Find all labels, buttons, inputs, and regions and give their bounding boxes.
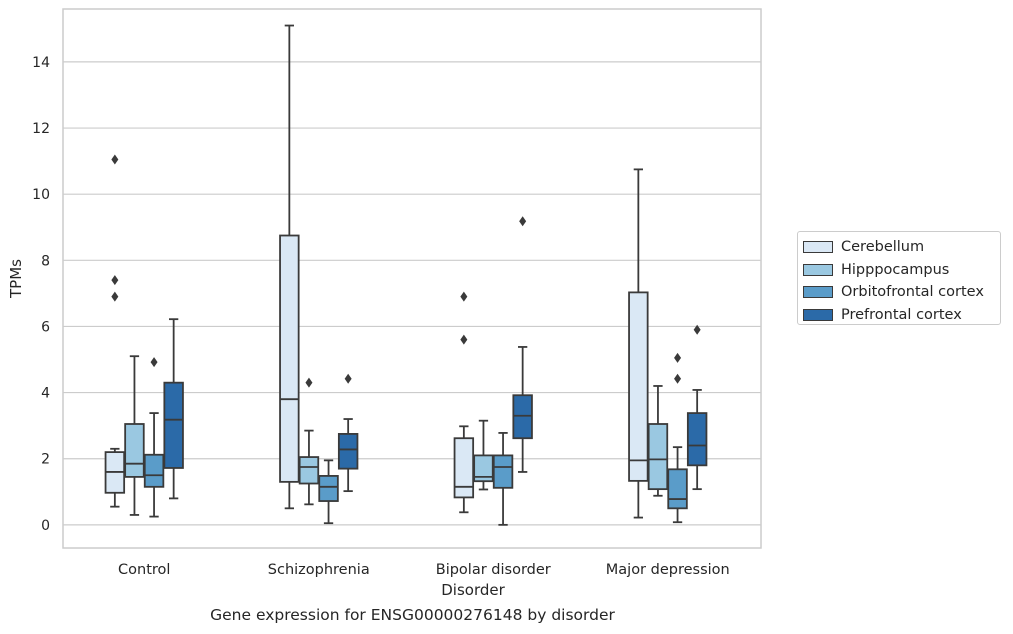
box-orbitofrontal-cortex [143,357,165,518]
y-tick-label: 14 [32,55,50,71]
box-hipppocampus [473,419,494,491]
box-cerebellum [279,24,300,510]
outlier-marker [111,275,119,286]
x-tick-label: Control [118,562,170,578]
y-axis-label: TPMs [7,259,25,299]
box-hipppocampus [647,385,669,497]
box-body [628,291,649,482]
legend-label: Hipppocampus [841,261,950,278]
chart-caption: Gene expression for ENSG00000276148 by d… [210,606,615,624]
legend-swatch [803,286,833,299]
box-body [512,394,533,440]
box-hipppocampus [124,355,145,516]
outlier-marker [674,352,682,363]
outlier-marker [460,291,468,302]
x-axis-label: Disorder [441,581,505,599]
y-tick-label: 2 [41,452,50,468]
legend-label: Orbitofrontal cortex [841,284,984,301]
box-body [453,437,475,499]
y-tick-label: 10 [32,187,50,203]
box-prefrontal-cortex [686,324,708,491]
x-tick-label: Major depression [606,562,730,578]
outlier-marker [111,154,119,165]
box-body [337,433,359,470]
legend-item-hippocampus: Hipppocampus [803,259,1000,282]
legend-item-cerebellum: Cerebellum [803,236,1000,259]
box-layer [104,24,708,526]
outlier-marker [519,216,527,227]
box-prefrontal-cortex [512,216,533,473]
x-tick-label: Bipolar disorder [436,562,551,578]
outlier-marker [111,291,119,302]
legend-label: Cerebellum [841,239,925,256]
legend: Cerebellum Hipppocampus Orbitofrontal co… [797,231,1001,325]
outlier-marker [460,334,468,345]
box-orbitofrontal-cortex [667,352,688,524]
box-body [492,454,514,489]
box-hipppocampus [298,377,320,506]
legend-swatch [803,263,833,276]
legend-label: Prefrontal cortex [841,306,962,323]
outlier-marker [305,377,313,388]
box-prefrontal-cortex [163,318,184,500]
legend-swatch [803,308,833,321]
box-body [686,412,708,467]
legend-item-prefrontal-cortex: Prefrontal cortex [803,304,1000,327]
box-body [163,381,184,469]
box-body [298,456,320,485]
box-orbitofrontal-cortex [492,432,514,526]
outlier-marker [674,373,682,384]
outlier-marker [150,357,158,368]
plot-frame [62,8,762,549]
box-orbitofrontal-cortex [318,459,339,525]
x-tick-label: Schizophrenia [268,562,370,578]
box-cerebellum [628,168,649,519]
box-body [143,453,165,488]
box-cerebellum [453,291,475,514]
legend-swatch [803,241,833,254]
box-body [124,423,145,478]
y-tick-label: 0 [41,518,50,534]
outlier-marker [344,373,352,384]
y-tick-label: 4 [41,386,50,402]
y-tick-label: 6 [41,319,50,335]
box-cerebellum [104,154,126,508]
box-prefrontal-cortex [337,373,359,493]
box-body [647,423,669,491]
outlier-marker [693,324,701,335]
box-body [279,234,300,483]
axes: 0 2 4 6 8 10 12 14 Control Schizophrenia Bipolar d… [32,55,730,578]
y-tick-label: 8 [41,253,50,269]
box-body [318,475,339,502]
legend-item-orbitofrontal-cortex: Orbitofrontal cortex [803,281,1000,304]
box-body [473,454,494,483]
y-tick-label: 12 [32,121,50,137]
box-body [667,468,688,510]
